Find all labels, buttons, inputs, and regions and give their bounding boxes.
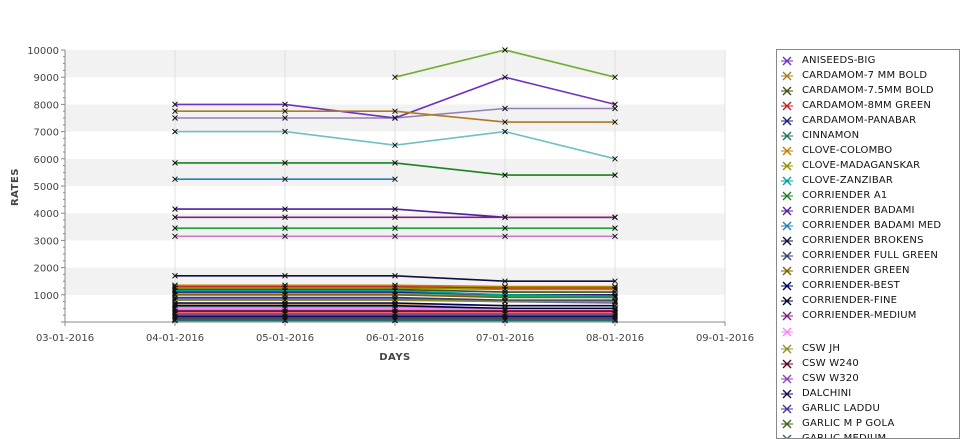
legend-cross-icon xyxy=(781,235,793,247)
legend-item[interactable]: CORRIENDER GREEN xyxy=(781,263,910,278)
y-tick-label: 7000 xyxy=(34,128,59,139)
legend-label: CARDAMOM-7.5MM BOLD xyxy=(802,85,934,96)
legend-item[interactable]: CSW W320 xyxy=(781,371,859,386)
x-tick-label: 08-01-2016 xyxy=(586,333,644,344)
y-tick-label: 1000 xyxy=(34,291,59,302)
legend-item[interactable]: CORRIENDER BADAMI xyxy=(781,203,915,218)
legend-label: CINNAMON xyxy=(802,130,859,141)
legend-cross-icon xyxy=(781,295,793,307)
legend-cross-icon xyxy=(781,265,793,277)
legend-item[interactable]: CLOVE-COLOMBO xyxy=(781,143,892,158)
legend: ANISEEDS-BIG CARDAMOM-7 MM BOLD CARDAMOM-7… xyxy=(776,49,960,439)
legend-item[interactable]: CORRIENDER BADAMI MED xyxy=(781,218,941,233)
y-tick-label: 2000 xyxy=(34,264,59,275)
y-axis-title: RATES xyxy=(10,168,21,206)
legend-label: CARDAMOM-7 MM BOLD xyxy=(802,70,927,81)
legend-item[interactable]: CORRIENDER-MEDIUM xyxy=(781,308,917,323)
y-tick-label: 8000 xyxy=(34,100,59,111)
legend-cross-icon xyxy=(781,85,793,97)
x-tick-label: 06-01-2016 xyxy=(366,333,424,344)
legend-item[interactable]: CORRIENDER FULL GREEN xyxy=(781,248,938,263)
y-tick-label: 5000 xyxy=(34,182,59,193)
legend-cross-icon xyxy=(781,55,793,67)
legend-cross-icon xyxy=(781,115,793,127)
x-tick-label: 04-01-2016 xyxy=(146,333,204,344)
x-axis-ticks: 03-01-2016 04-01-2016 05-01-2016 06-01-2016… xyxy=(36,322,754,344)
legend-item[interactable]: CLOVE-ZANZIBAR xyxy=(781,173,893,188)
legend-cross-icon xyxy=(781,250,793,262)
legend-label: CSW JH xyxy=(802,343,840,354)
legend-label: CORRIENDER-FINE xyxy=(802,295,897,306)
legend-item[interactable]: CINNAMON xyxy=(781,128,859,143)
legend-cross-icon xyxy=(781,130,793,142)
legend-item[interactable]: CARDAMOM-8MM GREEN xyxy=(781,98,931,113)
x-tick-label: 07-01-2016 xyxy=(476,333,534,344)
legend-cross-icon xyxy=(781,403,793,415)
legend-cross-icon xyxy=(781,70,793,82)
legend-cross-icon xyxy=(781,100,793,112)
legend-cross-icon xyxy=(781,190,793,202)
legend-label: CSW W320 xyxy=(802,373,859,384)
legend-cross-icon xyxy=(781,220,793,232)
y-tick-label: 10000 xyxy=(27,46,59,57)
legend-cross-icon xyxy=(781,160,793,172)
legend-item[interactable]: DALCHINI xyxy=(781,386,851,401)
legend-label: CORRIENDER GREEN xyxy=(802,265,910,276)
legend-cross-icon xyxy=(781,373,793,385)
legend-item[interactable]: CARDAMOM-7.5MM BOLD xyxy=(781,83,934,98)
x-tick-label: 09-01-2016 xyxy=(696,333,754,344)
legend-label: CARDAMOM-PANABAR xyxy=(802,115,916,126)
legend-cross-icon xyxy=(781,280,793,292)
legend-cross-icon xyxy=(781,175,793,187)
legend-label: ANISEEDS-BIG xyxy=(802,55,876,66)
legend-cross-icon xyxy=(781,145,793,157)
legend-label: CSW W240 xyxy=(802,358,859,369)
legend-item[interactable]: GARLIC MEDIUM xyxy=(781,431,886,439)
legend-item[interactable] xyxy=(781,325,802,340)
y-axis-ticks: 1000 2000 3000 4000 5000 6000 7000 8000 9000 1000… xyxy=(27,46,59,302)
legend-cross-icon xyxy=(781,310,793,322)
legend-label: CLOVE-COLOMBO xyxy=(802,145,892,156)
legend-label: DALCHINI xyxy=(802,388,851,399)
x-axis-title: DAYS xyxy=(379,352,411,363)
legend-cross-icon xyxy=(781,326,793,338)
legend-cross-icon xyxy=(781,358,793,370)
legend-label: CORRIENDER BADAMI xyxy=(802,205,915,216)
x-tick-label: 05-01-2016 xyxy=(256,333,314,344)
legend-item[interactable]: ANISEEDS-BIG xyxy=(781,53,876,68)
legend-label: CORRIENDER A1 xyxy=(802,190,887,201)
legend-item[interactable]: CLOVE-MADAGANSKAR xyxy=(781,158,920,173)
legend-cross-icon xyxy=(781,418,793,430)
legend-item[interactable]: CORRIENDER A1 xyxy=(781,188,887,203)
y-tick-label: 6000 xyxy=(34,155,59,166)
legend-cross-icon xyxy=(781,433,793,439)
legend-label: GARLIC M P GOLA xyxy=(802,418,895,429)
legend-label: CARDAMOM-8MM GREEN xyxy=(802,100,931,111)
legend-label: CLOVE-MADAGANSKAR xyxy=(802,160,920,171)
legend-label: CORRIENDER-MEDIUM xyxy=(802,310,917,321)
legend-cross-icon xyxy=(781,388,793,400)
legend-label: CORRIENDER BADAMI MED xyxy=(802,220,941,231)
legend-item[interactable]: CORRIENDER-BEST xyxy=(781,278,900,293)
legend-label: GARLIC LADDU xyxy=(802,403,880,414)
legend-label: GARLIC MEDIUM xyxy=(802,433,886,439)
y-tick-label: 9000 xyxy=(34,73,59,84)
legend-cross-icon xyxy=(781,343,793,355)
legend-item[interactable]: CARDAMOM-7 MM BOLD xyxy=(781,68,927,83)
legend-cross-icon xyxy=(781,205,793,217)
y-tick-label: 3000 xyxy=(34,236,59,247)
legend-item[interactable]: CSW W240 xyxy=(781,356,859,371)
legend-item[interactable]: CORRIENDER BROKENS xyxy=(781,233,924,248)
y-tick-label: 4000 xyxy=(34,209,59,220)
legend-label: CORRIENDER BROKENS xyxy=(802,235,924,246)
legend-label: CORRIENDER-BEST xyxy=(802,280,900,291)
legend-item[interactable]: CORRIENDER-FINE xyxy=(781,293,897,308)
x-tick-label: 03-01-2016 xyxy=(36,333,94,344)
legend-item[interactable]: CARDAMOM-PANABAR xyxy=(781,113,916,128)
legend-item[interactable]: GARLIC LADDU xyxy=(781,401,880,416)
legend-item[interactable]: CSW JH xyxy=(781,341,840,356)
legend-label: CORRIENDER FULL GREEN xyxy=(802,250,938,261)
legend-label: CLOVE-ZANZIBAR xyxy=(802,175,893,186)
